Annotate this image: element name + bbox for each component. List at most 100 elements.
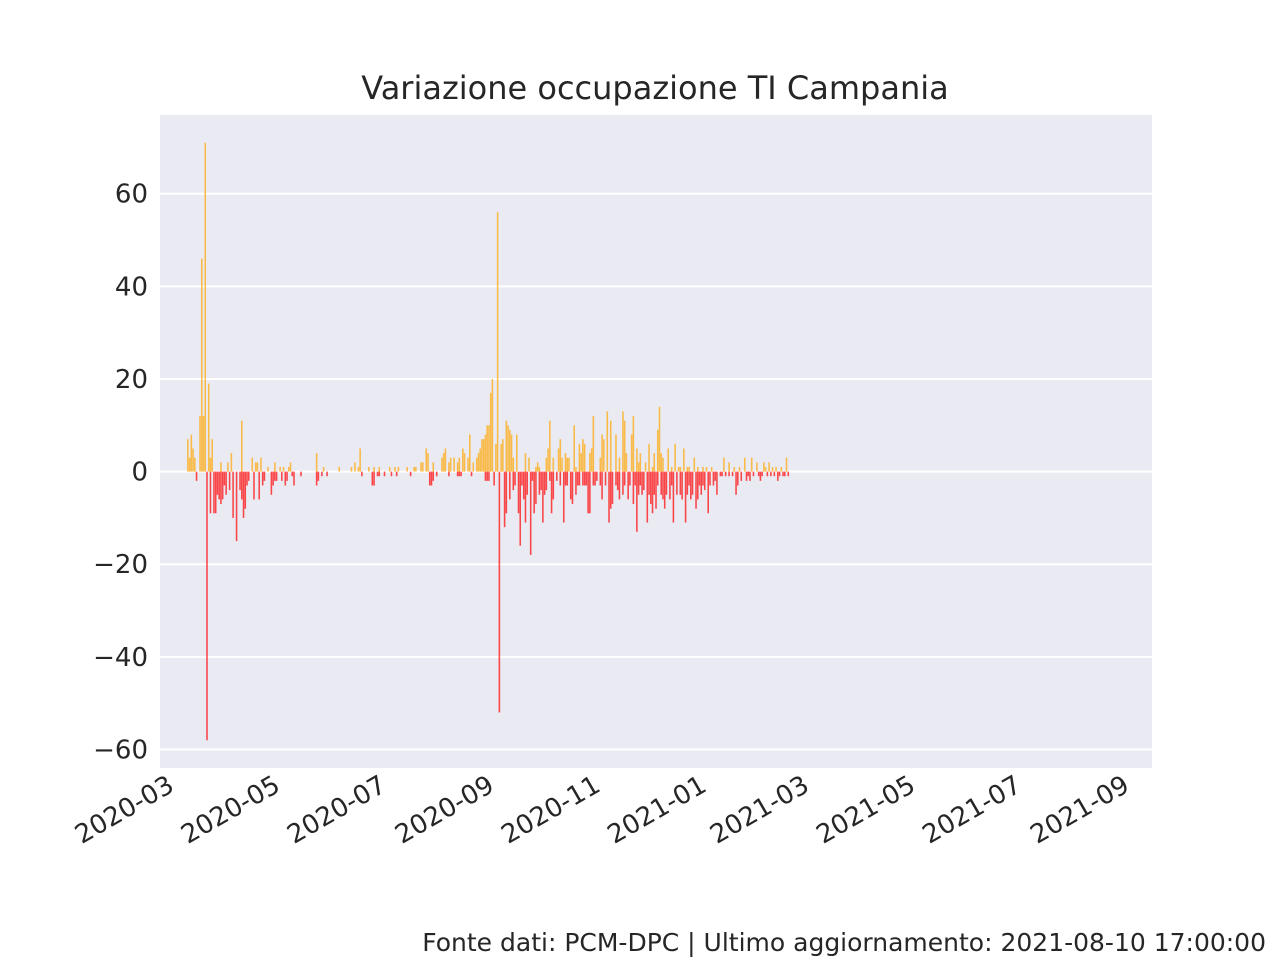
bar: [681, 471, 683, 500]
bar: [559, 471, 562, 486]
bar: [618, 457, 621, 472]
bar: [432, 462, 435, 472]
bar: [773, 471, 776, 477]
bar: [611, 471, 614, 505]
bar: [517, 471, 520, 514]
bar: [745, 471, 748, 481]
bar: [583, 443, 586, 472]
bar: [670, 466, 673, 472]
bar: [486, 471, 488, 481]
bar: [658, 406, 661, 472]
bar: [253, 471, 255, 500]
bar: [545, 457, 548, 472]
bar: [609, 471, 612, 509]
bar: [526, 471, 528, 495]
bar: [350, 466, 353, 472]
bar: [651, 471, 654, 514]
bar: [623, 420, 626, 472]
bar: [719, 471, 722, 477]
bar: [660, 453, 663, 472]
x-tick-label: 2021-01: [603, 770, 712, 850]
bar: [462, 448, 464, 472]
bar: [394, 466, 396, 472]
bar: [472, 462, 475, 472]
bar: [599, 471, 602, 486]
bar: [211, 439, 213, 472]
bar: [463, 453, 466, 472]
bar: [204, 142, 207, 472]
bar: [428, 471, 431, 486]
bar: [270, 471, 273, 495]
x-tick-label: 2020-07: [282, 770, 391, 850]
bar: [444, 448, 447, 472]
bar: [359, 448, 361, 472]
bar: [188, 457, 191, 472]
bar: [639, 453, 642, 472]
bar: [498, 471, 501, 713]
bar: [603, 439, 605, 472]
bar: [764, 466, 767, 472]
bar: [705, 466, 708, 472]
bar: [230, 453, 233, 472]
bar: [514, 471, 516, 486]
bar: [524, 471, 527, 523]
bar: [422, 462, 424, 472]
bar: [272, 471, 274, 486]
bar: [260, 457, 262, 472]
bar: [192, 448, 194, 472]
bar: [357, 466, 360, 472]
bar: [251, 457, 254, 472]
bar: [683, 448, 685, 472]
bar: [771, 466, 774, 472]
bar: [458, 471, 461, 477]
bar: [728, 462, 730, 472]
bar: [583, 471, 586, 486]
bar: [261, 471, 264, 486]
bar: [415, 466, 417, 472]
bar: [749, 471, 751, 481]
bar: [756, 462, 758, 472]
bar: [594, 471, 596, 486]
bar: [757, 471, 760, 477]
bar: [656, 429, 659, 472]
bar: [371, 471, 374, 486]
bar: [209, 471, 212, 514]
bar: [427, 453, 429, 472]
bar: [482, 439, 485, 472]
bar: [750, 457, 753, 472]
bar: [456, 471, 459, 477]
bar: [653, 453, 656, 472]
bar: [608, 471, 610, 523]
bar: [354, 462, 356, 472]
plot-area: [160, 115, 1152, 768]
bar: [696, 471, 699, 500]
bar: [601, 471, 603, 500]
bar: [629, 471, 631, 486]
bar: [665, 471, 668, 495]
y-tick-label: −40: [93, 643, 148, 673]
bar: [214, 471, 217, 514]
bar: [228, 471, 231, 491]
chart-footer: Fonte dati: PCM-DPC | Ultimo aggiornamen…: [422, 928, 1266, 957]
y-tick-label: −20: [93, 550, 148, 580]
bar: [655, 471, 657, 509]
bar: [529, 471, 532, 555]
bar: [571, 471, 574, 505]
bar: [733, 466, 736, 472]
bar: [707, 471, 709, 514]
bar: [505, 420, 508, 472]
bar: [693, 457, 696, 472]
bar: [636, 448, 638, 472]
bar: [448, 471, 450, 477]
bar: [378, 471, 381, 477]
bar: [223, 471, 226, 486]
bar: [688, 466, 690, 472]
bar: [632, 416, 635, 472]
bar: [321, 471, 323, 477]
bar: [618, 471, 621, 500]
bar: [677, 466, 680, 472]
bar: [637, 471, 640, 495]
bar: [627, 471, 629, 500]
bar: [460, 471, 462, 477]
bar: [258, 471, 260, 500]
